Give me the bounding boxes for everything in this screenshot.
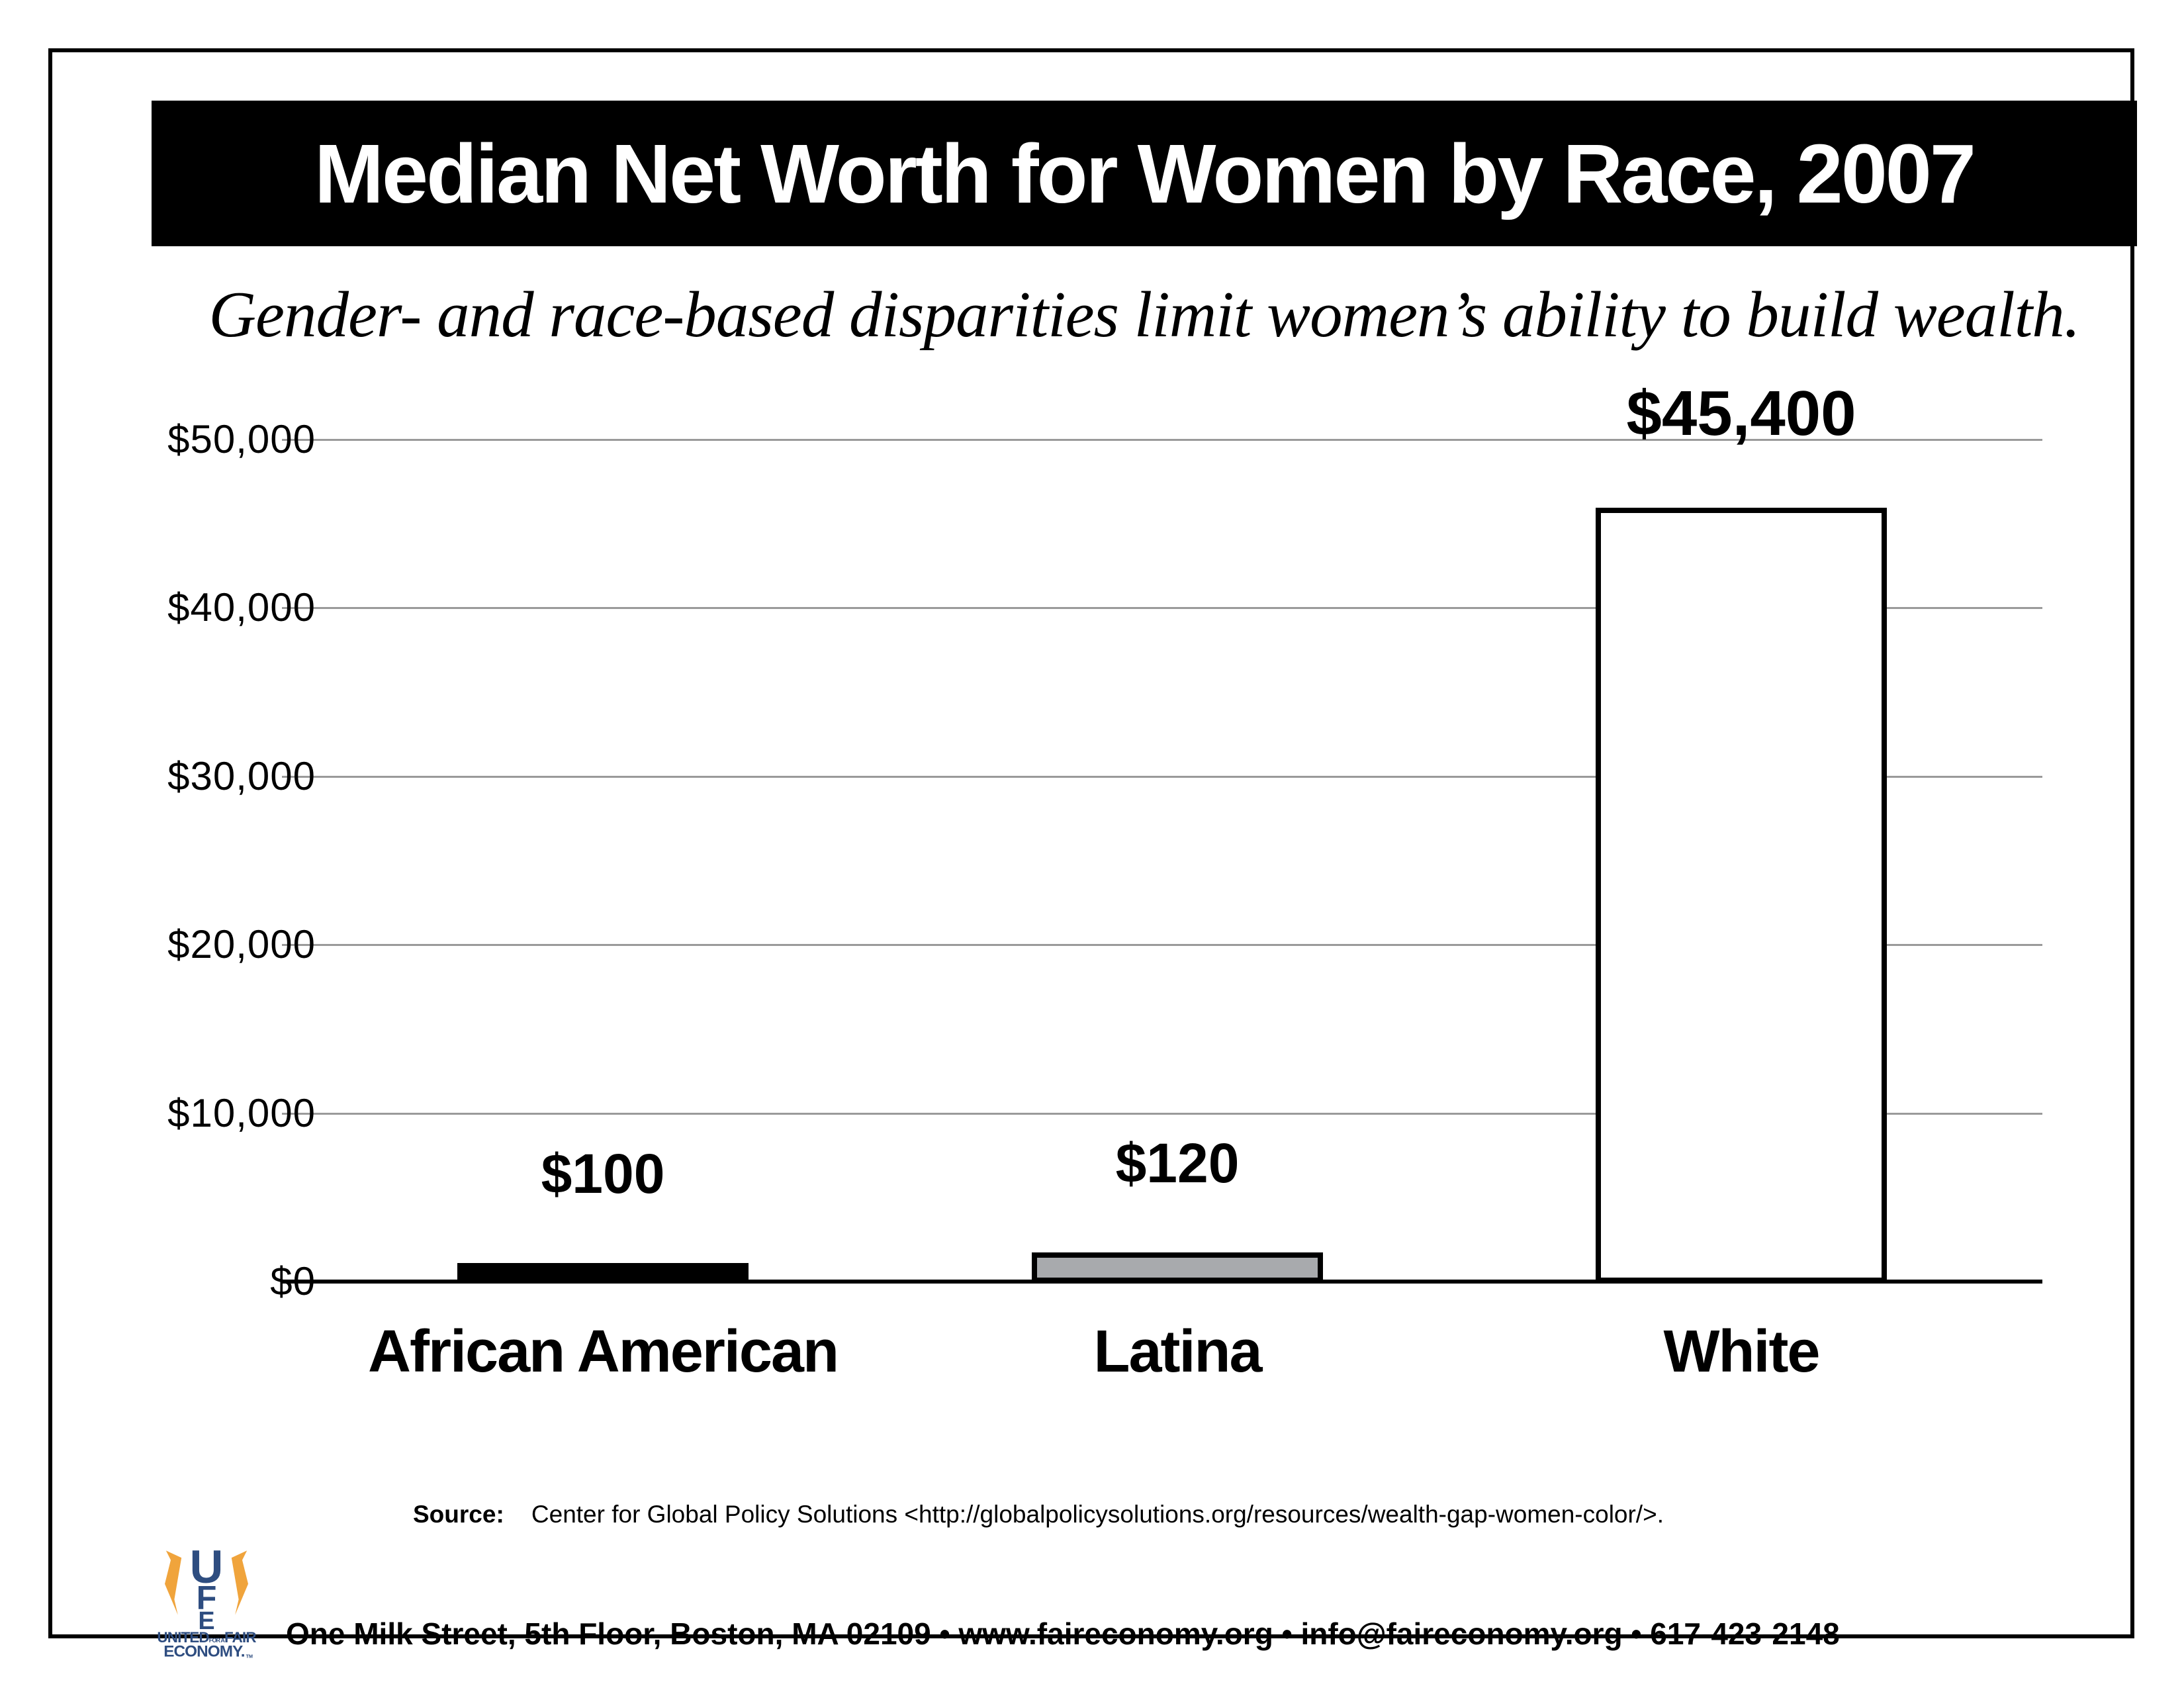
bar-latina [1032,1252,1323,1283]
chart-frame: Median Net Worth for Women by Race, 2007… [48,48,2137,1660]
gridline-30000 [282,775,2042,778]
bar-white [1596,508,1887,1283]
value-label-1: $120 [1115,1132,1240,1194]
logo-left-wing [165,1550,182,1615]
subtitle: Gender- and race-based disparities limit… [208,279,2081,351]
gridline-20000 [282,944,2042,947]
source-colon: : [496,1501,504,1528]
gridline-50000 [282,439,2042,441]
value-label-0: $100 [541,1143,665,1205]
logo-monogram-f: F [197,1579,217,1617]
logo-monogram-e: E [198,1607,214,1635]
logo-line1: UNITEDFOR AFAIR [157,1629,256,1646]
category-label-1: Latina [1093,1319,1262,1385]
title-banner: Median Net Worth for Women by Race, 2007 [152,101,2137,246]
y-tick-label: $20,000 [167,922,316,967]
gridline-10000 [282,1112,2042,1115]
ufe-logo: U F E UNITEDFOR AFAIR ECONOMY. TM [157,1542,257,1660]
y-tick-label: $50,000 [167,417,316,461]
y-tick-label: $10,000 [167,1090,316,1135]
gridline-40000 [282,607,2042,610]
y-tick-label: $30,000 [167,753,316,798]
source-text: Center for Global Policy Solutions <http… [531,1501,1664,1528]
source-label: Source [413,1501,496,1528]
source-spacer [504,1501,531,1528]
category-label-2: White [1663,1319,1821,1385]
y-tick-label: $40,000 [167,585,316,630]
bar-african-american [457,1263,749,1283]
logo-right-wing [231,1550,248,1615]
logo-tm: TM [246,1653,253,1659]
source-note: Source: Center for Global Policy Solutio… [413,1501,1664,1528]
footer-address: One Milk Street, 5th Floor, Boston, MA 0… [286,1617,1840,1651]
category-label-0: African American [368,1319,839,1385]
page-title: Median Net Worth for Women by Race, 2007 [314,126,1976,220]
value-label-2: $45,400 [1626,378,1856,449]
logo-monogram-u: U [190,1542,224,1593]
logo-line2: ECONOMY. [163,1643,245,1660]
